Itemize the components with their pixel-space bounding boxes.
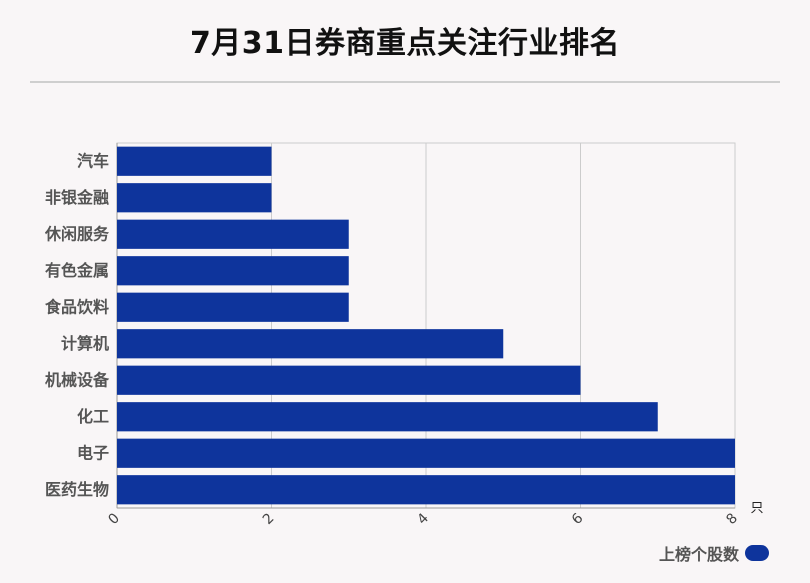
bar bbox=[117, 475, 735, 505]
x-tick-label: 0 bbox=[105, 510, 123, 528]
x-tick-label: 6 bbox=[569, 510, 587, 528]
bar bbox=[117, 438, 735, 468]
bar bbox=[117, 219, 349, 249]
x-tick-label: 2 bbox=[260, 510, 278, 528]
bar bbox=[117, 329, 504, 359]
category-label: 电子 bbox=[77, 443, 109, 462]
bar bbox=[117, 292, 349, 322]
category-label: 计算机 bbox=[61, 334, 109, 353]
legend: 上榜个股数 bbox=[659, 541, 769, 565]
category-label: 汽车 bbox=[77, 151, 109, 170]
x-axis-unit-label: 只 bbox=[750, 501, 763, 516]
legend-label: 上榜个股数 bbox=[658, 545, 739, 564]
legend-swatch bbox=[745, 545, 769, 561]
category-label: 化工 bbox=[77, 407, 109, 426]
category-label: 机械设备 bbox=[45, 370, 110, 389]
bar bbox=[117, 365, 581, 395]
chart-title: 7月31日券商重点关注行业排名 bbox=[189, 26, 621, 61]
category-label: 休闲服务 bbox=[44, 224, 110, 243]
bar bbox=[117, 402, 658, 432]
category-label: 非银金融 bbox=[45, 188, 109, 207]
x-tick-label: 8 bbox=[723, 510, 741, 528]
bar bbox=[117, 146, 272, 176]
bar bbox=[117, 256, 349, 286]
x-tick-label: 4 bbox=[414, 510, 432, 528]
bar bbox=[117, 183, 272, 213]
category-label: 医药生物 bbox=[45, 480, 109, 499]
title-divider bbox=[30, 81, 780, 83]
category-label: 食品饮料 bbox=[44, 297, 109, 316]
category-label: 有色金属 bbox=[45, 261, 109, 280]
